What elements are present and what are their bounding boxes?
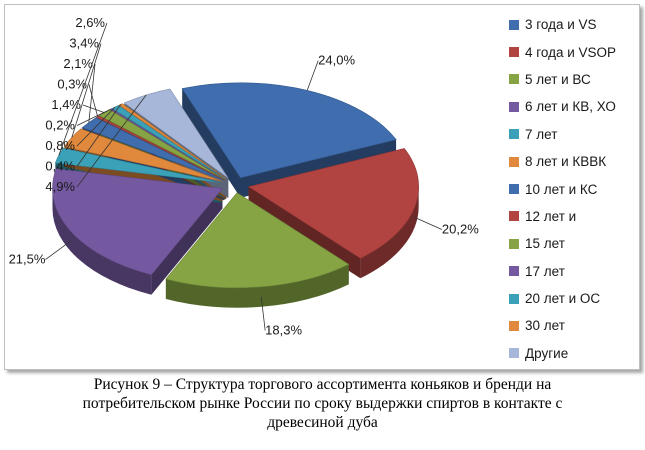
- legend-label: 15 лет: [525, 236, 565, 252]
- legend-item: 7 лет: [509, 121, 637, 148]
- legend-item: 4 года и VSOP: [509, 38, 637, 65]
- legend-swatch: [509, 156, 519, 167]
- pie-slice-12: [118, 103, 227, 180]
- leader-line: [88, 63, 96, 123]
- legend-item: 17 лет: [509, 258, 637, 285]
- pie-slice-4: [52, 168, 224, 276]
- data-label: 3,4%: [69, 36, 99, 51]
- leader-line: [45, 240, 71, 260]
- pie-slice-side: [52, 188, 152, 295]
- pie-slice-2: [247, 148, 419, 259]
- data-label: 2,1%: [63, 56, 93, 71]
- legend-item: 8 лет и КВВК: [509, 148, 637, 175]
- leader-line: [260, 296, 266, 331]
- pie-slice-3: [165, 192, 350, 289]
- legend-swatch: [509, 47, 519, 58]
- leader-line: [71, 43, 102, 138]
- pie-chart: 24,0% 20,2% 18,3% 21,5% 4,9% 0,4% 0,8% 0,2% 1,4%…: [9, 15, 480, 337]
- legend-label: Другие: [525, 345, 569, 361]
- leader-line: [82, 104, 105, 113]
- data-label: 24,0%: [318, 53, 355, 68]
- legend-item: 30 лет: [509, 312, 637, 339]
- data-label: 4,9%: [45, 179, 75, 194]
- leader-line: [76, 106, 116, 147]
- legend-label: 20 лет и ОС: [525, 291, 601, 307]
- data-label: 0,2%: [45, 118, 75, 133]
- caption-line-1: Рисунок 9 – Структура торгового ассортим…: [93, 376, 552, 393]
- legend-swatch: [509, 320, 519, 331]
- data-label: 20,2%: [442, 222, 479, 237]
- legend: 3 года и VS 4 года и VSOP 5 лет и ВС 6 лет …: [509, 11, 637, 367]
- legend-swatch: [509, 101, 519, 112]
- caption-line-2: потребительском рынке России по сроку вы…: [82, 395, 563, 412]
- chart-frame: 24,0% 20,2% 18,3% 21,5% 4,9% 0,4% 0,8% 0,2% 1,4%…: [4, 4, 640, 370]
- pie-slice-6: [63, 128, 223, 182]
- legend-label: 10 лет и КС: [525, 181, 598, 197]
- legend-item: 3 года и VS: [509, 11, 637, 38]
- data-label: 21,5%: [9, 252, 46, 267]
- data-label: 1,4%: [51, 97, 81, 112]
- legend-item: Другие: [509, 340, 637, 367]
- legend-swatch: [509, 74, 519, 85]
- legend-item: 6 лет и КВ, ХО: [509, 93, 637, 120]
- leader-line: [88, 84, 99, 117]
- legend-item: 15 лет: [509, 230, 637, 257]
- figure-caption: Рисунок 9 – Структура торгового ассортим…: [0, 375, 645, 432]
- legend-label: 7 лет: [525, 126, 558, 142]
- legend-label: 6 лет и КВ, ХО: [525, 99, 616, 115]
- pie-slice-wall: [151, 188, 223, 295]
- legend-swatch: [509, 238, 519, 249]
- legend-swatch: [509, 293, 519, 304]
- legend-item: 10 лет и КС: [509, 175, 637, 202]
- legend-label: 5 лет и ВС: [525, 71, 591, 87]
- legend-label: 3 года и VS: [525, 17, 597, 33]
- legend-label: 30 лет: [525, 318, 565, 334]
- legend-label: 8 лет и КВВК: [525, 154, 607, 170]
- pie-slice-5: [54, 147, 222, 184]
- data-labels: 24,0% 20,2% 18,3% 21,5% 4,9% 0,4% 0,8% 0,2% 1,4%…: [9, 15, 480, 337]
- data-label: 0,8%: [45, 138, 75, 153]
- legend-label: 17 лет: [525, 263, 565, 279]
- legend-label: 12 лет и: [525, 208, 577, 224]
- pie-slice-wall: [182, 88, 241, 198]
- leader-line: [76, 108, 112, 126]
- leader-line: [76, 94, 147, 188]
- legend-item: 5 лет и ВС: [509, 66, 637, 93]
- legend-swatch: [509, 348, 519, 359]
- leader-line: [58, 22, 108, 156]
- legend-swatch: [509, 184, 519, 195]
- data-label: 18,3%: [265, 322, 302, 337]
- legend-item: 20 лет и ОС: [509, 285, 637, 312]
- pie-slice-side: [165, 264, 349, 308]
- legend-swatch: [509, 266, 519, 277]
- legend-item: 12 лет и: [509, 203, 637, 230]
- data-label: 0,3%: [57, 77, 87, 92]
- pie-tops: [52, 82, 419, 289]
- legend-swatch: [509, 211, 519, 222]
- legend-swatch: [509, 19, 519, 30]
- legend-swatch: [509, 129, 519, 140]
- data-label: 2,6%: [75, 15, 105, 30]
- pie-slice-side: [360, 186, 419, 279]
- caption-line-3: древесиной дуба: [267, 414, 378, 431]
- leader-line: [414, 217, 443, 230]
- legend-label: 4 года и VSOP: [525, 44, 617, 60]
- leader-line: [76, 104, 122, 167]
- data-label: 0,4%: [45, 159, 75, 174]
- leader-line: [306, 60, 319, 91]
